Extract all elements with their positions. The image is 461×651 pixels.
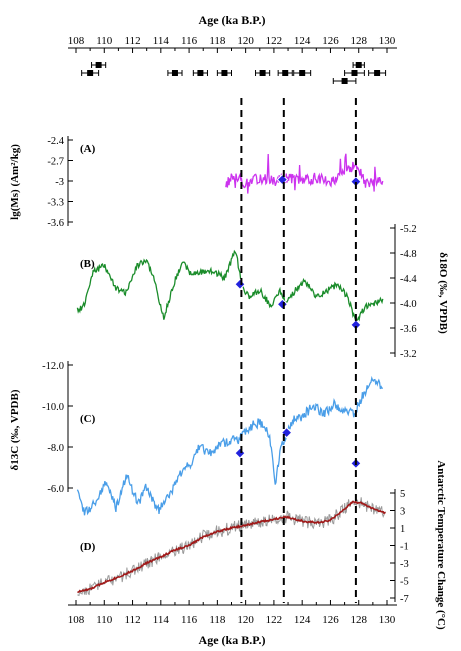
bottom-axis-ticks: 108 110 112 114 116 118 120 122 124 126 128 130 <box>68 600 396 626</box>
dating-point-marker <box>351 70 358 76</box>
bottom-axis-tick-label: 130 <box>379 614 396 626</box>
dashed-lines <box>240 98 357 603</box>
dating-point <box>255 70 271 76</box>
dating-point <box>332 78 357 84</box>
dating-point <box>277 70 293 76</box>
y-axis-tick-label: -3.6 <box>47 218 64 229</box>
dating-point-marker <box>87 70 94 76</box>
bottom-axis-tick-label: 122 <box>266 614 283 626</box>
dating-point-marker <box>282 70 289 76</box>
y-axis-tick-label: -4.8 <box>400 249 417 260</box>
bottom-axis-tick-label: 112 <box>124 614 140 626</box>
top-axis-tick-label: 114 <box>153 35 170 47</box>
bottom-axis-tick-label: 118 <box>209 614 226 626</box>
top-axis-tick-label: 112 <box>124 35 140 47</box>
series-line <box>76 375 383 516</box>
panel-c: -12.0 -10.0 -8.0 -6.0 (C) δ13C (‰, VPDB) <box>9 361 383 516</box>
panel-a: -2.4 -2.7 -3 -3.3 -3.6 (A) lg(Ms) (Am²/kg) <box>9 136 384 229</box>
y-axis-tick-label: -5.2 <box>400 224 417 235</box>
panel-label: (D) <box>80 541 96 553</box>
y-axis-tick-label: -3.6 <box>400 324 417 335</box>
y-axis-tick-label: -10.0 <box>42 402 64 413</box>
dating-point <box>216 70 232 76</box>
top-axis-title: Age (ka B.P.) <box>199 13 266 27</box>
panel-d: 5 3 1 -1 -3 -5 -7 (D) Antarctic Temperature Chan… <box>77 460 447 630</box>
top-axis-tick-label: 122 <box>266 35 283 47</box>
dating-point-marker <box>374 70 381 76</box>
top-axis-tick-label: 108 <box>68 35 85 47</box>
diamond-marker <box>276 173 289 186</box>
series-line <box>225 153 384 194</box>
y-axis-tick-label: -6.0 <box>47 484 64 495</box>
y-axis-tick-label: 1 <box>400 524 405 535</box>
y-axis-title: δ13C (‰, VPDB) <box>9 389 21 470</box>
diamond-marker <box>234 447 246 459</box>
diamond-marker <box>234 278 246 290</box>
top-axis-tick-label: 124 <box>294 35 311 47</box>
bottom-axis-tick-label: 110 <box>96 614 113 626</box>
y-axis-tick-label: 3 <box>400 507 405 518</box>
panel-b: -5.2 -4.8 -4.4 -4.0 -3.6 -3.2 (B) δ18O (‰, VPDB… <box>76 224 449 360</box>
dating-point <box>368 70 387 76</box>
y-axis-tick-label: -8.0 <box>47 443 64 454</box>
y-axis-tick-label: -1 <box>400 542 409 553</box>
y-axis-tick-label: -2.4 <box>47 136 64 147</box>
y-axis-tick-label: -4.0 <box>400 299 417 310</box>
bottom-axis-title: Age (ka B.P.) <box>199 633 266 647</box>
y-axis-tick-label: -3 <box>55 177 64 188</box>
top-axis-tick-label: 126 <box>322 35 339 47</box>
y-axis-tick-label: -2.7 <box>47 157 64 168</box>
y-axis-tick-label: -3.2 <box>400 349 417 360</box>
bottom-axis-tick-label: 116 <box>181 614 198 626</box>
dating-point-marker <box>95 62 102 68</box>
diamond-marker <box>276 298 289 310</box>
dating-point-marker <box>341 78 348 84</box>
bottom-axis-tick-label: 120 <box>237 614 254 626</box>
y-axis-title: δ18O (‰, VPDB) <box>437 252 449 334</box>
y-axis-tick-label: -3 <box>400 559 409 570</box>
dating-point <box>192 70 208 76</box>
panel-label: (B) <box>80 258 95 270</box>
dating-point <box>293 70 312 76</box>
top-axis-tick-label: 116 <box>181 35 198 47</box>
dating-point <box>81 70 100 76</box>
y-axis-tick-label: -4.4 <box>400 274 417 285</box>
bottom-axis-tick-label: 124 <box>294 614 311 626</box>
y-axis-tick-label: -12.0 <box>42 361 64 372</box>
dating-point <box>352 62 365 68</box>
top-axis-tick-label: 130 <box>379 35 396 47</box>
dating-point-marker <box>355 62 362 68</box>
y-axis-tick-label: -5 <box>400 577 409 588</box>
dating-point <box>167 70 183 76</box>
y-axis-tick-label: 5 <box>400 489 405 500</box>
top-axis-tick-label: 120 <box>237 35 254 47</box>
dating-point <box>344 70 365 76</box>
dating-point-marker <box>221 70 228 76</box>
dating-point <box>91 62 107 68</box>
series-line <box>77 500 386 594</box>
dating-point-marker <box>299 70 306 76</box>
bottom-axis-tick-label: 114 <box>153 614 170 626</box>
panel-label: (C) <box>80 413 96 425</box>
top-axis-tick-label: 118 <box>209 35 226 47</box>
y-axis-tick-label: -7 <box>400 594 409 605</box>
bottom-axis-tick-label: 128 <box>350 614 367 626</box>
top-axis-ticks: 108 110 112 114 116 118 120 122 124 126 128 130 <box>68 35 396 53</box>
panel-label: (A) <box>80 143 96 155</box>
dating-point-marker <box>197 70 204 76</box>
dating-point-marker <box>259 70 266 76</box>
bottom-axis-tick-label: 126 <box>322 614 339 626</box>
dating-points <box>81 62 387 84</box>
y-axis-title: lg(Ms) (Am²/kg) <box>9 144 21 220</box>
y-axis-title: Antarctic Temperature Change (°C) <box>435 460 447 630</box>
top-axis-tick-label: 110 <box>96 35 113 47</box>
dating-point-marker <box>171 70 178 76</box>
top-axis-tick-label: 128 <box>350 35 367 47</box>
series-line <box>76 249 384 323</box>
bottom-axis-tick-label: 108 <box>68 614 85 626</box>
y-axis-tick-label: -3.3 <box>47 198 64 209</box>
